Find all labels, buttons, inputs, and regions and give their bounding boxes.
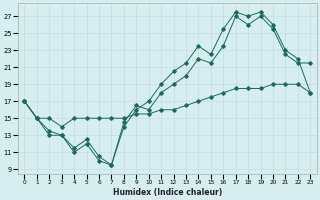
X-axis label: Humidex (Indice chaleur): Humidex (Indice chaleur)	[113, 188, 222, 197]
